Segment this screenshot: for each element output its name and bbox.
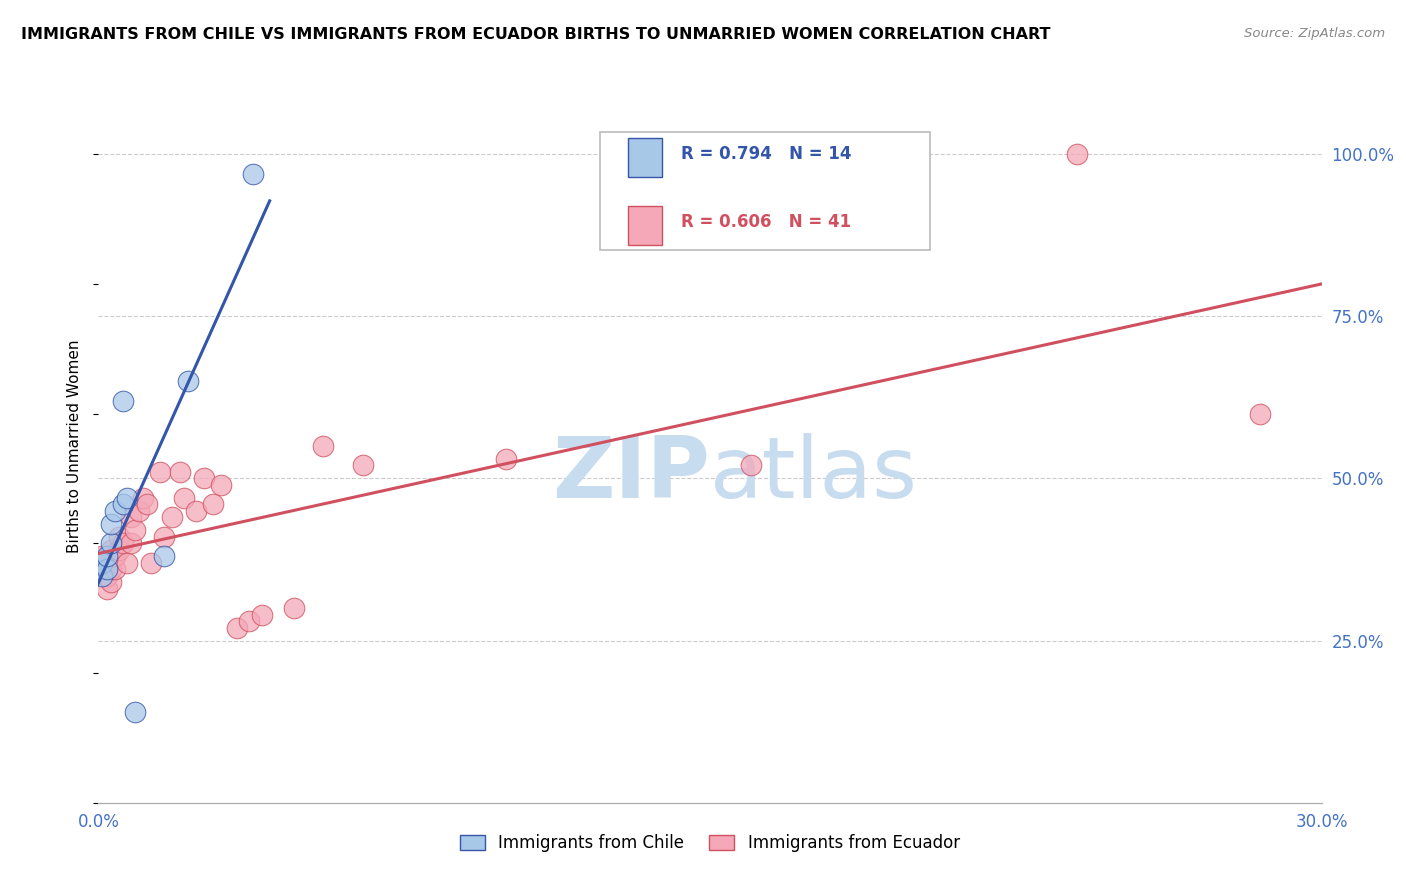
Point — [250, 607, 273, 622]
Point — [91, 562, 114, 576]
Point — [120, 536, 142, 550]
Point — [124, 705, 146, 719]
Point — [91, 556, 114, 570]
Point — [132, 491, 155, 505]
Point — [104, 549, 127, 564]
Point — [283, 601, 305, 615]
Text: R = 0.794   N = 14: R = 0.794 N = 14 — [681, 145, 851, 162]
Point — [1066, 147, 1088, 161]
Point — [201, 497, 224, 511]
Point — [96, 556, 118, 570]
Point — [226, 621, 249, 635]
Text: atlas: atlas — [710, 433, 918, 516]
Point — [495, 452, 517, 467]
Legend: Immigrants from Chile, Immigrants from Ecuador: Immigrants from Chile, Immigrants from E… — [454, 828, 966, 859]
Point — [91, 556, 114, 570]
Point — [100, 536, 122, 550]
Point — [173, 491, 195, 505]
Point — [312, 439, 335, 453]
Point — [115, 556, 138, 570]
Text: R = 0.606   N = 41: R = 0.606 N = 41 — [681, 212, 851, 230]
Point — [124, 524, 146, 538]
FancyBboxPatch shape — [628, 137, 662, 177]
Point — [104, 504, 127, 518]
Point — [152, 530, 174, 544]
Point — [186, 504, 208, 518]
Point — [1249, 407, 1271, 421]
Point — [120, 510, 142, 524]
Point — [128, 504, 150, 518]
Point — [91, 549, 114, 564]
Point — [100, 562, 122, 576]
Point — [96, 568, 118, 582]
Point — [136, 497, 159, 511]
Point — [740, 458, 762, 473]
Point — [177, 374, 200, 388]
Point — [96, 562, 118, 576]
FancyBboxPatch shape — [600, 132, 931, 250]
FancyBboxPatch shape — [628, 205, 662, 244]
Point — [169, 465, 191, 479]
Text: Source: ZipAtlas.com: Source: ZipAtlas.com — [1244, 27, 1385, 40]
Point — [115, 491, 138, 505]
Point — [149, 465, 172, 479]
Text: ZIP: ZIP — [553, 433, 710, 516]
Point — [160, 510, 183, 524]
Point — [352, 458, 374, 473]
Point — [152, 549, 174, 564]
Point — [111, 393, 134, 408]
Point — [209, 478, 232, 492]
Point — [108, 530, 131, 544]
Point — [141, 556, 163, 570]
Point — [96, 582, 118, 596]
Point — [91, 568, 114, 582]
Point — [108, 542, 131, 557]
Point — [104, 562, 127, 576]
Point — [96, 549, 118, 564]
Point — [193, 471, 215, 485]
Text: IMMIGRANTS FROM CHILE VS IMMIGRANTS FROM ECUADOR BIRTHS TO UNMARRIED WOMEN CORRE: IMMIGRANTS FROM CHILE VS IMMIGRANTS FROM… — [21, 27, 1050, 42]
Point — [238, 614, 260, 628]
Point — [100, 542, 122, 557]
Point — [100, 575, 122, 590]
Y-axis label: Births to Unmarried Women: Births to Unmarried Women — [67, 339, 83, 553]
Point — [242, 167, 264, 181]
Point — [111, 497, 134, 511]
Point — [100, 516, 122, 531]
Point — [111, 536, 134, 550]
